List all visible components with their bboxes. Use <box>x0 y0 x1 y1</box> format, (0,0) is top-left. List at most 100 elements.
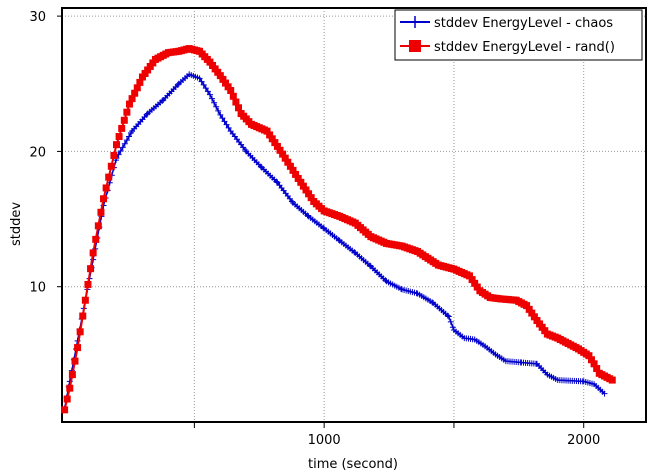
data-point <box>138 73 146 81</box>
data-point <box>159 97 166 104</box>
data-point <box>366 262 373 269</box>
data-point <box>94 222 102 230</box>
data-point <box>76 328 84 336</box>
data-point <box>587 356 595 364</box>
legend-entry: stddev EnergyLevel - chaos <box>400 16 613 31</box>
data-point <box>351 249 358 256</box>
data-point <box>71 357 79 365</box>
data-point <box>143 111 150 118</box>
x-axis-label: time (second) <box>308 457 398 472</box>
data-point <box>120 116 128 124</box>
data-point <box>263 127 271 135</box>
data-point <box>466 272 474 280</box>
data-point <box>144 66 152 74</box>
data-point <box>468 276 476 284</box>
y-axis-label: stddev <box>9 202 24 246</box>
data-point <box>225 124 232 131</box>
data-point <box>221 118 228 125</box>
data-point <box>107 162 115 170</box>
data-point <box>302 186 310 194</box>
data-point <box>273 142 281 150</box>
data-point <box>382 277 389 284</box>
data-point <box>257 163 264 170</box>
data-point <box>284 158 292 166</box>
series-line <box>63 73 606 409</box>
data-point <box>273 178 280 185</box>
y-tick-label: 20 <box>29 145 46 160</box>
data-point <box>198 78 205 85</box>
legend: stddev EnergyLevel - chaos stddev EnergyL… <box>394 9 643 61</box>
data-point <box>585 352 593 360</box>
data-point <box>528 309 536 317</box>
data-point <box>590 360 598 368</box>
y-tick-label: 10 <box>29 281 46 296</box>
data-point <box>219 115 226 122</box>
data-point <box>105 173 113 181</box>
data-point <box>200 81 207 88</box>
data-point <box>268 135 276 143</box>
legend-marker <box>409 40 421 52</box>
data-point <box>115 133 123 141</box>
data-point <box>128 95 136 103</box>
data-point <box>216 72 224 80</box>
data-point <box>141 69 149 77</box>
data-point <box>117 147 124 154</box>
data-point <box>110 151 118 159</box>
data-point <box>61 406 69 414</box>
data-point <box>289 166 297 174</box>
data-point <box>281 154 289 162</box>
data-point <box>294 174 302 182</box>
data-point <box>305 190 313 198</box>
data-point <box>232 98 240 106</box>
legend-label: stddev EnergyLevel - chaos <box>434 16 613 31</box>
legend-label: stddev EnergyLevel - rand() <box>434 40 615 55</box>
data-point <box>215 107 222 114</box>
data-point <box>209 95 216 102</box>
data-point <box>224 83 232 91</box>
data-point <box>146 62 154 70</box>
data-point <box>335 236 342 243</box>
data-point <box>288 198 295 205</box>
data-point <box>136 78 144 86</box>
data-point <box>84 280 92 288</box>
data-point <box>81 296 89 304</box>
x-tick-label: 1000 <box>308 433 341 448</box>
data-point <box>63 395 71 403</box>
data-point <box>307 194 315 202</box>
data-point <box>74 344 82 352</box>
data-point <box>79 312 87 320</box>
data-point <box>149 59 157 67</box>
data-point <box>229 92 237 100</box>
x-tick-label: 2000 <box>567 433 600 448</box>
data-point <box>445 313 452 320</box>
data-point <box>97 208 105 216</box>
data-point <box>89 249 97 257</box>
data-point <box>102 184 110 192</box>
data-point <box>133 84 141 92</box>
plot-frame <box>61 7 647 423</box>
data-point <box>68 371 76 379</box>
data-point <box>449 324 456 331</box>
data-point <box>397 285 404 292</box>
legend-entry: stddev EnergyLevel - rand() <box>400 40 615 55</box>
data-point <box>320 224 327 231</box>
data-point <box>219 75 227 83</box>
y-tick-label: 30 <box>29 10 46 25</box>
series-rand <box>61 45 616 414</box>
series-line <box>63 47 613 411</box>
data-point <box>292 170 300 178</box>
data-point <box>121 140 128 147</box>
data-point <box>174 81 181 88</box>
data-point <box>217 111 224 118</box>
data-point <box>66 384 74 392</box>
data-point <box>530 313 538 321</box>
data-point <box>234 104 242 112</box>
data-point <box>447 318 454 325</box>
data-point <box>525 305 533 313</box>
data-point <box>297 178 305 186</box>
data-point <box>196 75 203 82</box>
data-point <box>593 365 601 373</box>
data-point <box>223 121 230 128</box>
data-point <box>100 195 108 203</box>
